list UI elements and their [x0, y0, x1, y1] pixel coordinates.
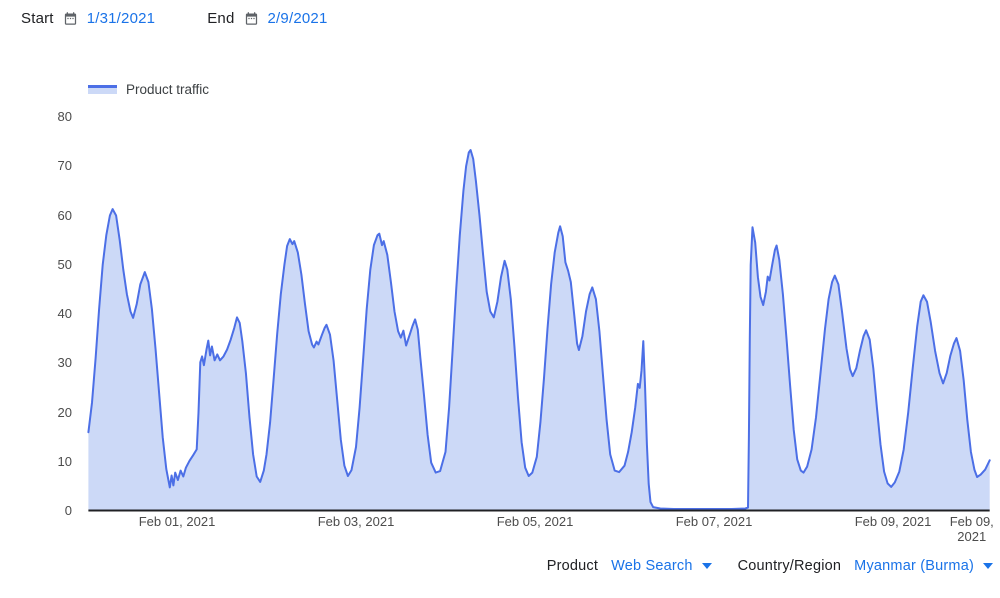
product-value[interactable]: Web Search [611, 558, 693, 574]
y-tick-label: 70 [57, 158, 72, 174]
traffic-area-fill[interactable] [88, 150, 990, 511]
start-date-link[interactable]: 1/31/2021 [86, 10, 156, 27]
footer-controls: Product Web Search Country/Region Myanma… [547, 558, 993, 574]
y-tick-label: 40 [57, 306, 72, 321]
calendar-icon[interactable] [63, 11, 78, 26]
traffic-line[interactable] [87, 149, 991, 510]
end-date-group: End 2/9/2021 [207, 10, 327, 27]
y-tick-label: 50 [57, 256, 72, 272]
end-label: End [207, 10, 235, 27]
start-date-group: Start 1/31/2021 [21, 10, 155, 27]
legend-label: Product traffic [126, 82, 210, 97]
x-tick-label: Feb 09, 2021 [854, 514, 932, 529]
y-tick-label: 0 [64, 503, 72, 518]
y-tick-label: 20 [57, 404, 72, 420]
product-dropdown[interactable]: Web Search [611, 558, 712, 574]
date-range-controls: Start 1/31/2021 End 2/9/2021 [21, 10, 328, 27]
y-tick-label: 60 [57, 207, 72, 223]
chart-legend: Product traffic [88, 82, 209, 97]
region-label: Country/Region [737, 558, 842, 574]
x-tick-label: Feb 05, 2021 [496, 514, 574, 529]
x-tick-label: Feb 07, 2021 [675, 514, 753, 529]
y-tick-label: 10 [57, 453, 72, 469]
end-date-link[interactable]: 2/9/2021 [267, 10, 328, 27]
legend-area-swatch-icon [88, 85, 117, 94]
x-tick-label: Feb 03, 2021 [317, 514, 395, 529]
x-tick-label: Feb 01, 2021 [138, 514, 216, 529]
region-dropdown[interactable]: Myanmar (Burma) [854, 558, 993, 574]
y-tick-label: 30 [57, 355, 72, 371]
product-label: Product [546, 558, 599, 574]
x-tick-label: Feb 09, 2021 [949, 514, 994, 544]
dropdown-arrow-icon [983, 563, 993, 569]
y-tick-label: 80 [57, 109, 72, 124]
region-value[interactable]: Myanmar (Burma) [854, 558, 974, 574]
start-label: Start [21, 10, 54, 27]
calendar-icon[interactable] [244, 11, 259, 26]
dropdown-arrow-icon [701, 563, 712, 569]
